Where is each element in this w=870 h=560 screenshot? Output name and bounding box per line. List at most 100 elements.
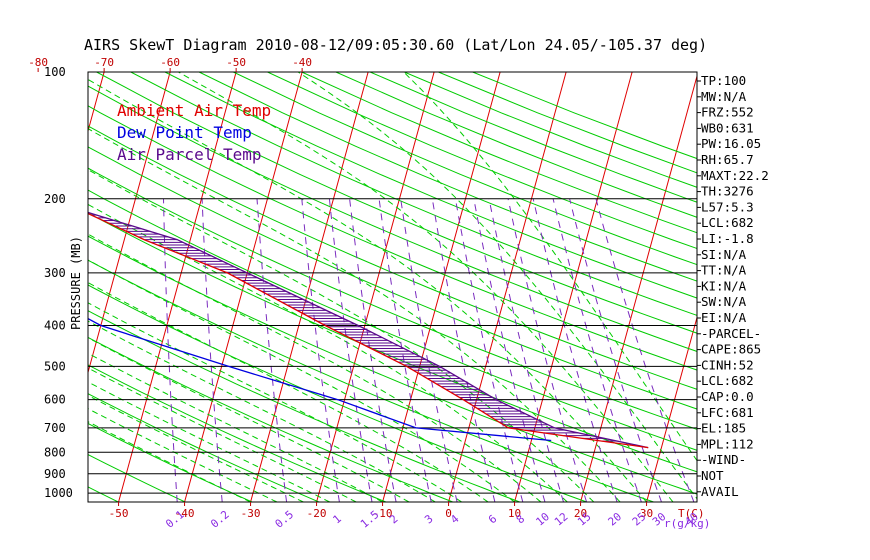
legend-entry: Dew Point Temp — [117, 123, 252, 142]
moist-adiabat-line — [88, 169, 595, 502]
stats-panel: TP:100MW:N/AFRZ:552WB0:631PW:16.05RH:65.… — [697, 73, 769, 499]
dry-adiabat-line — [88, 235, 697, 495]
mixing-ratio-line — [569, 198, 662, 502]
moist-adiabat-line — [88, 259, 515, 502]
dry-adiabat-line — [88, 189, 697, 451]
mixing-ratio-line — [201, 198, 223, 502]
stats-entry: PW:16.05 — [701, 136, 761, 151]
pressure-tick-label: 1000 — [44, 486, 73, 500]
mixing-ratio-tick-label: 0.5 — [273, 508, 297, 531]
plot-frame — [87, 71, 698, 503]
pressure-tick-label: 400 — [44, 319, 66, 333]
bottom-temp-tick-label: 0 — [445, 507, 452, 520]
isotherm-line — [88, 72, 105, 133]
isotherm-line — [382, 72, 501, 502]
moist-adiabat-line — [88, 337, 410, 502]
stats-entry: MAXT:22.2 — [701, 168, 769, 183]
moist-adiabat-line — [88, 233, 542, 502]
stats-entry: LFC:681 — [701, 405, 754, 420]
isotherm-line — [646, 315, 697, 502]
sounding-profiles — [88, 211, 649, 449]
dry-adiabat-line — [88, 146, 697, 410]
series-line-0 — [88, 212, 649, 449]
x-axis-unit-label: T(C) — [678, 507, 705, 520]
pressure-tick-label: 600 — [44, 393, 66, 407]
stats-entry: KI:N/A — [701, 278, 747, 293]
mixing-ratio-tick-label: 6 — [486, 512, 499, 526]
stats-entry: CAPE:865 — [701, 342, 761, 357]
dry-adiabat-line — [301, 72, 697, 234]
y-axis-label: PRESSURE (MB) — [69, 236, 83, 330]
dry-adiabat-line — [88, 453, 186, 502]
stats-entry: -PARCEL- — [701, 326, 761, 341]
stats-entry: LI:-1.8 — [701, 231, 754, 246]
legend-entry: Air Parcel Temp — [117, 145, 262, 164]
mixing-ratio-line — [595, 198, 695, 502]
stats-entry: RH:65.7 — [701, 152, 754, 167]
mixing-ratio-tick-label: 1 — [330, 512, 343, 526]
isotherm-line — [779, 72, 870, 502]
moist-adiabat-line — [178, 72, 674, 502]
mixing-ratio-tick-label: 12 — [552, 510, 571, 528]
moist-adiabat-line — [88, 282, 489, 502]
dry-adiabat-line — [88, 85, 697, 352]
moist-adiabat-line — [88, 352, 383, 502]
mixing-ratio-line — [507, 198, 588, 502]
dry-adiabat-line — [88, 284, 587, 502]
dry-adiabat-line — [0, 72, 51, 502]
dry-adiabat-line — [88, 364, 387, 502]
chart-title: AIRS SkewT Diagram 2010-08-12/09:05:30.6… — [84, 36, 707, 54]
dry-adiabat-line — [198, 72, 697, 282]
dry-adiabat-line — [88, 422, 253, 502]
mixing-ratio-line — [378, 198, 432, 502]
stats-entry: -WIND- — [701, 452, 746, 467]
mixing-ratio-line — [473, 198, 546, 502]
mixing-ratio-line — [163, 198, 178, 502]
mixing-ratio-line — [454, 198, 524, 502]
dry-adiabat-line — [438, 72, 697, 174]
dry-adiabat-line — [88, 336, 453, 502]
pressure-tick-label: 800 — [44, 445, 66, 459]
dry-adiabat-line — [233, 72, 697, 266]
stats-entry: WB0:631 — [701, 120, 754, 135]
stats-entry: L57:5.3 — [701, 199, 754, 214]
mixing-ratio-unit-label: r(g/kg) — [664, 517, 710, 530]
dry-adiabat-line — [130, 72, 697, 316]
mixing-ratio-tick-label: 3 — [422, 512, 435, 526]
bottom-temp-tick-label: -40 — [175, 507, 195, 520]
dry-adiabat-line — [88, 125, 697, 390]
stats-entry: TT:N/A — [701, 263, 747, 278]
moist-adiabat-line — [403, 72, 697, 462]
bottom-temp-tick-label: 30 — [640, 507, 653, 520]
stats-entry: LCL:682 — [701, 215, 754, 230]
isotherm-line — [580, 74, 697, 502]
stats-entry: FRZ:552 — [701, 105, 754, 120]
mixing-ratio-line — [349, 198, 397, 502]
dry-adiabat-line — [88, 259, 654, 502]
isotherm-line — [118, 72, 237, 502]
stats-entry: NOT — [701, 468, 724, 483]
pressure-tick-label: 200 — [44, 192, 66, 206]
stats-entry: MW:N/A — [701, 89, 747, 104]
grid-lines — [0, 72, 870, 502]
top-temp-tick-label: -60 — [160, 56, 180, 69]
mixing-ratio-tick-label: 4 — [448, 512, 462, 526]
mixing-ratio-line — [400, 198, 458, 502]
dry-adiabat-line — [88, 105, 697, 371]
mixing-ratio-tick-label: 8 — [514, 512, 527, 526]
mixing-ratio-line — [431, 198, 496, 502]
mixing-ratio-tick-label: 20 — [606, 510, 625, 528]
isobar-lines — [88, 71, 697, 494]
legend-entry: Ambient Air Temp — [117, 101, 271, 120]
bottom-temp-tick-label: 20 — [574, 507, 587, 520]
stats-entry: EL:185 — [701, 421, 746, 436]
dry-adiabat-line — [88, 486, 119, 502]
stats-entry: TH:3276 — [701, 184, 754, 199]
stats-entry: SI:N/A — [701, 247, 747, 262]
moist-adiabat-line — [88, 78, 647, 502]
stats-entry: MPL:112 — [701, 436, 754, 451]
stats-entry: LCL:682 — [701, 373, 754, 388]
moist-adiabat-line — [88, 128, 621, 502]
bottom-temp-tick-label: -30 — [241, 507, 261, 520]
dry-adiabat-line — [267, 72, 697, 250]
